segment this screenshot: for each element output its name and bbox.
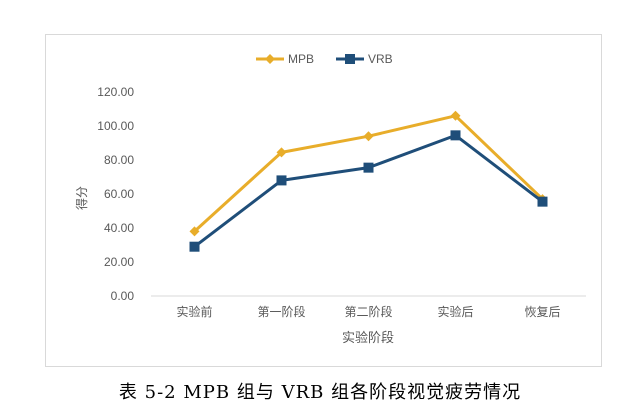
data-point [363, 131, 374, 142]
y-tick-label: 60.00 [104, 187, 134, 201]
legend-label: VRB [368, 52, 393, 66]
data-point [537, 196, 548, 207]
series-vrb [189, 130, 548, 252]
y-axis-label: 得分 [74, 186, 89, 210]
series-line [193, 133, 544, 248]
chart-frame: MPB VRB 0.00 20.00 40.00 60.00 80.00 100.00 120… [45, 34, 602, 367]
y-tick-label: 20.00 [104, 255, 134, 269]
line-chart: MPB VRB 0.00 20.00 40.00 60.00 80.00 100.00 120… [74, 52, 586, 346]
figure-caption: 表 5-2 MPB 组与 VRB 组各阶段视觉疲劳情况 [118, 382, 522, 403]
y-tick-label: 120.00 [97, 85, 134, 99]
legend-label: MPB [288, 52, 314, 66]
y-tick-label: 100.00 [97, 119, 134, 133]
data-point [189, 226, 200, 237]
series-mpb [189, 110, 548, 237]
data-point [450, 110, 461, 121]
y-tick-label: 40.00 [104, 221, 134, 235]
y-tick-label: 80.00 [104, 153, 134, 167]
data-point [276, 175, 287, 186]
data-point [363, 162, 374, 173]
data-point [450, 130, 461, 141]
x-tick-label: 第一阶段 [257, 304, 305, 319]
x-tick-label: 第二阶段 [344, 304, 392, 319]
series-layer [189, 110, 548, 252]
x-axis-label: 实验阶段 [342, 330, 394, 346]
data-point [189, 241, 200, 252]
legend-marker [345, 54, 355, 64]
legend-item-mpb: MPB [256, 52, 314, 66]
x-tick-label: 实验后 [437, 304, 473, 319]
x-axis: 实验前 第一阶段 第二阶段 实验后 恢复后 [151, 295, 586, 319]
legend-marker [265, 54, 275, 64]
x-tick-label: 实验前 [176, 304, 212, 319]
legend: MPB VRB [256, 52, 393, 66]
y-tick-label: 0.00 [111, 289, 135, 303]
data-point [276, 147, 287, 158]
x-tick-label: 恢复后 [524, 305, 560, 319]
y-axis: 0.00 20.00 40.00 60.00 80.00 100.00 120.00 [97, 85, 134, 303]
legend-item-vrb: VRB [336, 52, 393, 66]
